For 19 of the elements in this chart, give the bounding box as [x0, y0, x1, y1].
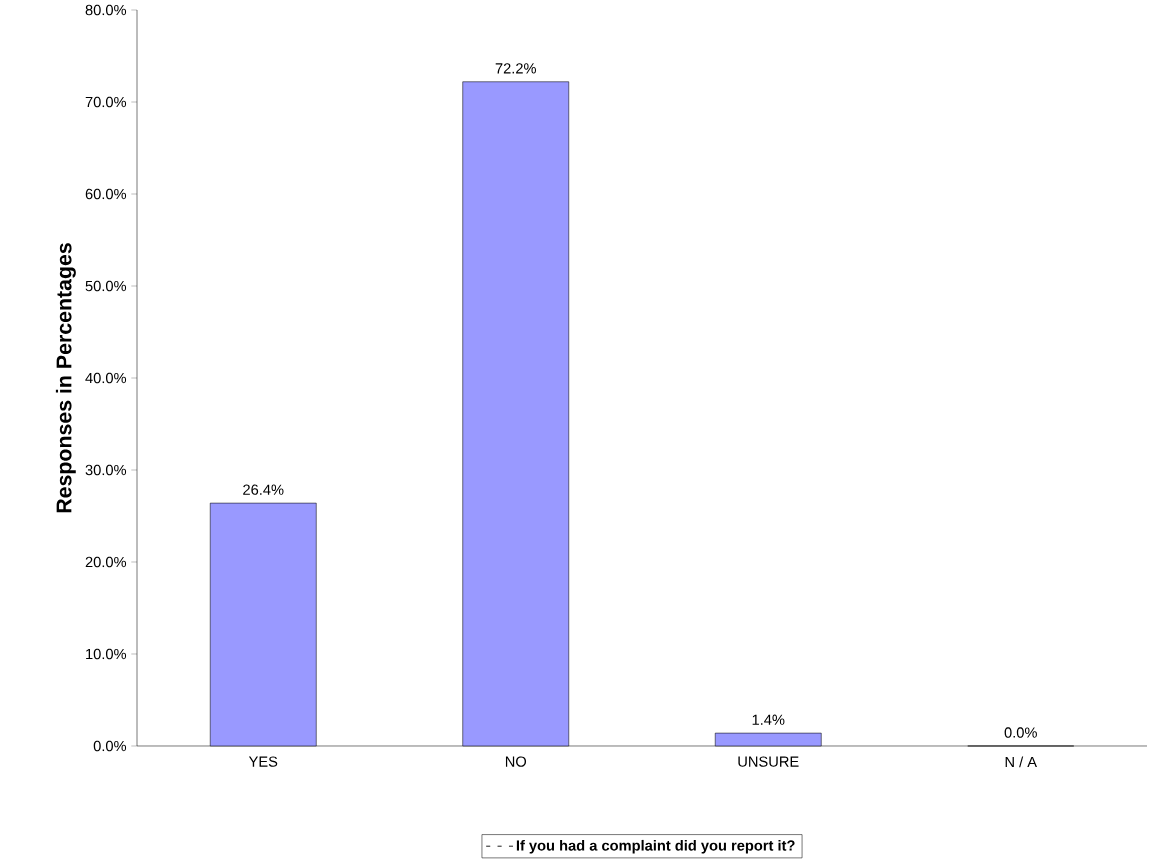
data-label: 0.0%: [1004, 727, 1037, 738]
y-tick-label: 80.0%: [85, 4, 127, 16]
data-label: 26.4%: [243, 484, 284, 495]
x-tick-label: N / A: [1005, 756, 1038, 768]
y-tick-label: 30.0%: [85, 464, 127, 476]
x-tick-label: YES: [248, 756, 278, 767]
data-label: 72.2%: [495, 63, 537, 74]
y-tick-label: 40.0%: [85, 372, 127, 384]
y-tick-label: 50.0%: [85, 280, 127, 292]
x-tick-label: NO: [505, 756, 527, 767]
legend-label: If you had a complaint did you report it?: [516, 839, 795, 854]
y-tick-label: 70.0%: [85, 96, 127, 108]
data-label: 1.4%: [752, 714, 785, 725]
y-tick-label: 60.0%: [85, 188, 127, 200]
x-tick-label: UNSURE: [738, 756, 799, 767]
y-axis-title: Responses in Percentages: [55, 243, 76, 513]
y-tick-label: 10.0%: [86, 648, 127, 660]
y-tick-label: 20.0%: [85, 556, 127, 568]
y-tick-label: 0.0%: [93, 740, 127, 752]
